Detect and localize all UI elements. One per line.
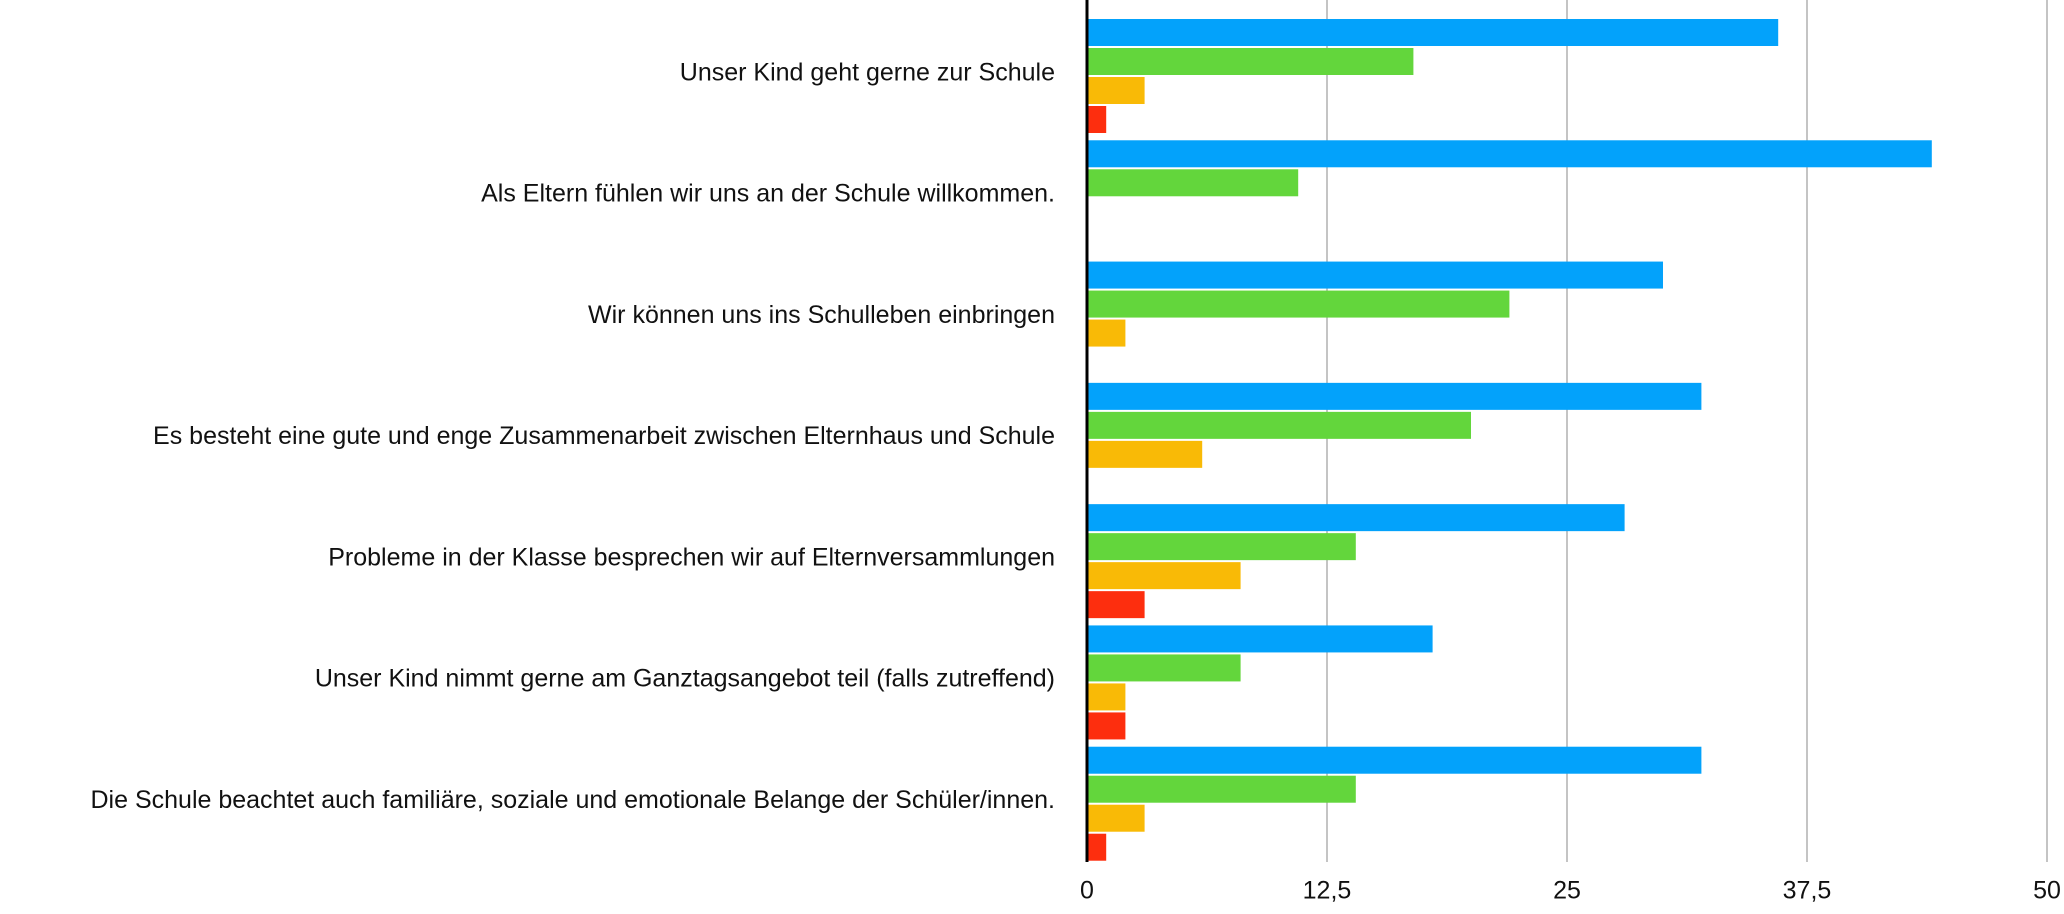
bar [1087, 140, 1932, 168]
category-label: Wir können uns ins Schulleben einbringen [588, 301, 1055, 329]
bar [1087, 19, 1779, 46]
x-tick-label: 37,5 [1783, 877, 1832, 905]
bar [1087, 562, 1241, 590]
bar [1087, 746, 1702, 774]
x-tick-label: 50 [2033, 877, 2061, 905]
bar [1087, 804, 1145, 832]
x-tick-label: 25 [1553, 877, 1581, 905]
bar [1087, 106, 1107, 133]
category-label: Es besteht eine gute und enge Zusammenar… [153, 422, 1055, 450]
bar [1087, 261, 1663, 289]
bar [1087, 625, 1433, 653]
bar [1087, 683, 1126, 711]
bar [1087, 712, 1126, 740]
bar [1087, 833, 1107, 861]
category-label: Unser Kind nimmt gerne am Ganztagsangebo… [315, 665, 1055, 693]
x-tick-label: 12,5 [1303, 877, 1352, 905]
category-label: Die Schule beachtet auch familiäre, sozi… [91, 786, 1056, 814]
bar [1087, 591, 1145, 619]
bar [1087, 504, 1625, 532]
category-label: Als Eltern fühlen wir uns an der Schule … [481, 180, 1055, 208]
x-tick-label: 0 [1080, 877, 1094, 905]
category-label: Probleme in der Klasse besprechen wir au… [328, 543, 1055, 571]
bar [1087, 169, 1299, 197]
bar [1087, 319, 1126, 347]
category-label: Unser Kind geht gerne zur Schule [680, 58, 1055, 86]
bar [1087, 77, 1145, 104]
bar [1087, 382, 1702, 410]
bar [1087, 775, 1356, 803]
bar [1087, 411, 1471, 439]
bar [1087, 654, 1241, 682]
bar [1087, 290, 1510, 318]
bar [1087, 533, 1356, 561]
bar [1087, 48, 1414, 75]
bar [1087, 440, 1203, 468]
